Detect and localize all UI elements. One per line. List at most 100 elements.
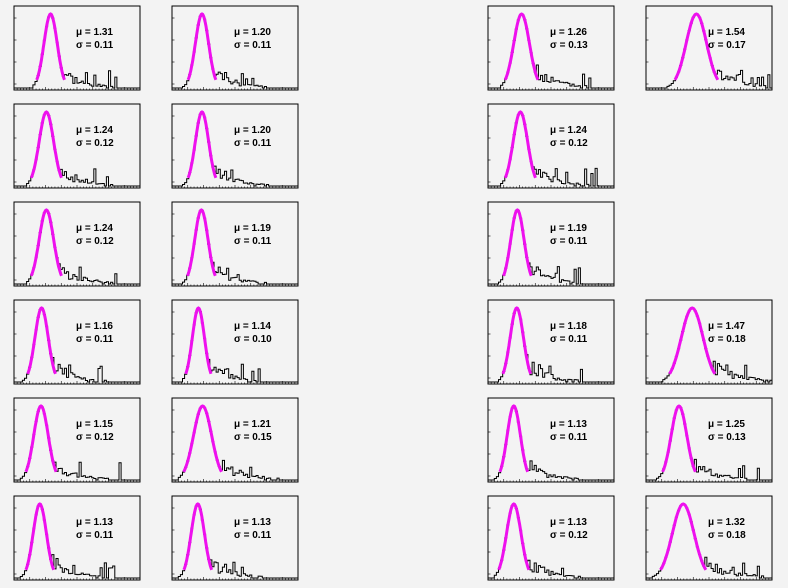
gaussian-fit-curve xyxy=(503,110,537,179)
sigma-label: σ = 0.11 xyxy=(550,236,588,247)
panel-frame xyxy=(171,103,299,189)
mu-label: μ = 1.24 xyxy=(550,125,587,136)
histogram-panel: μ = 1.15 σ = 0.12 xyxy=(13,397,141,483)
histogram-panel: μ = 1.19 σ = 0.11 xyxy=(487,201,615,287)
histogram-panel: μ = 1.47 σ = 0.18 xyxy=(645,299,773,385)
histogram-panel: μ = 1.31 σ = 0.11 xyxy=(13,5,141,91)
histogram-panel: μ = 1.13 σ = 0.12 xyxy=(487,495,615,581)
sigma-label: σ = 0.11 xyxy=(234,138,272,149)
panel-frame xyxy=(13,495,141,581)
panel-frame xyxy=(645,397,773,483)
gaussian-fit-curve xyxy=(673,12,720,81)
gaussian-fit-curve xyxy=(668,306,717,375)
panel-frame xyxy=(171,5,299,91)
gaussian-fit-curve xyxy=(24,404,58,473)
mu-label: μ = 1.20 xyxy=(234,27,271,38)
histogram-panel: μ = 1.21 σ = 0.15 xyxy=(171,397,299,483)
histogram-panel: μ = 1.13 σ = 0.11 xyxy=(171,495,299,581)
histogram-panel: μ = 1.54 σ = 0.17 xyxy=(645,5,773,91)
panel-frame xyxy=(13,5,141,91)
sigma-label: σ = 0.12 xyxy=(550,138,588,149)
histogram-panel: μ = 1.19 σ = 0.11 xyxy=(171,201,299,287)
histogram-panel: μ = 1.24 σ = 0.12 xyxy=(13,201,141,287)
sigma-label: σ = 0.12 xyxy=(76,432,114,443)
gaussian-fit-curve xyxy=(26,306,57,375)
mu-label: μ = 1.26 xyxy=(550,27,587,38)
histogram-panel: μ = 1.25 σ = 0.13 xyxy=(645,397,773,483)
gaussian-fit-curve xyxy=(498,404,530,473)
mu-label: μ = 1.13 xyxy=(76,517,113,528)
gaussian-fit-curve xyxy=(502,208,533,277)
panel-frame xyxy=(645,299,773,385)
histogram-panel: μ = 1.20 σ = 0.11 xyxy=(171,103,299,189)
sigma-label: σ = 0.15 xyxy=(234,432,272,443)
mu-label: μ = 1.25 xyxy=(708,419,745,430)
sigma-label: σ = 0.18 xyxy=(708,334,746,345)
gaussian-fit-curve xyxy=(503,12,540,81)
gaussian-fit-curve xyxy=(501,306,533,375)
mu-label: μ = 1.13 xyxy=(234,517,271,528)
gaussian-fit-curve xyxy=(29,208,63,277)
sigma-label: σ = 0.12 xyxy=(76,236,114,247)
histogram-panel: μ = 1.24 σ = 0.12 xyxy=(13,103,141,189)
sigma-label: σ = 0.11 xyxy=(234,530,272,541)
histogram-panel: μ = 1.18 σ = 0.11 xyxy=(487,299,615,385)
histogram-panel: μ = 1.16 σ = 0.11 xyxy=(13,299,141,385)
gaussian-fit-curve xyxy=(184,306,213,375)
sigma-label: σ = 0.11 xyxy=(76,530,114,541)
histogram-panel: μ = 1.14 σ = 0.10 xyxy=(171,299,299,385)
mu-label: μ = 1.14 xyxy=(234,321,271,332)
sigma-label: σ = 0.11 xyxy=(234,236,272,247)
sigma-label: σ = 0.12 xyxy=(76,138,114,149)
mu-label: μ = 1.19 xyxy=(550,223,587,234)
gaussian-fit-curve xyxy=(182,404,223,473)
mu-label: μ = 1.16 xyxy=(76,321,113,332)
sigma-label: σ = 0.18 xyxy=(708,530,746,541)
sigma-label: σ = 0.17 xyxy=(708,40,746,51)
histogram-panel: μ = 1.24 σ = 0.12 xyxy=(487,103,615,189)
sigma-label: σ = 0.10 xyxy=(234,334,272,345)
panel-frame xyxy=(487,495,615,581)
mu-label: μ = 1.13 xyxy=(550,419,587,430)
mu-label: μ = 1.24 xyxy=(76,223,113,234)
panel-frame xyxy=(13,201,141,287)
gaussian-fit-curve xyxy=(29,110,63,179)
histogram-panel: μ = 1.20 σ = 0.11 xyxy=(171,5,299,91)
gaussian-fit-curve xyxy=(661,404,697,473)
sigma-label: σ = 0.12 xyxy=(550,530,588,541)
gaussian-fit-curve xyxy=(186,110,218,179)
panel-frame xyxy=(487,397,615,483)
mu-label: μ = 1.13 xyxy=(550,517,587,528)
sigma-label: σ = 0.11 xyxy=(550,334,588,345)
mu-label: μ = 1.18 xyxy=(550,321,587,332)
histogram-panel: μ = 1.26 σ = 0.13 xyxy=(487,5,615,91)
mu-label: μ = 1.21 xyxy=(234,419,271,430)
panel-frame xyxy=(487,5,615,91)
gaussian-fit-curve xyxy=(35,12,66,81)
mu-label: μ = 1.20 xyxy=(234,125,271,136)
gaussian-fit-curve xyxy=(186,208,217,277)
gaussian-fit-curve xyxy=(186,12,218,81)
panel-frame xyxy=(13,103,141,189)
gaussian-fit-curve xyxy=(659,502,708,571)
mu-label: μ = 1.54 xyxy=(708,27,745,38)
sigma-label: σ = 0.11 xyxy=(76,334,114,345)
mu-label: μ = 1.24 xyxy=(76,125,113,136)
gaussian-fit-curve xyxy=(497,502,531,571)
sigma-label: σ = 0.13 xyxy=(708,432,746,443)
histogram-panel: μ = 1.13 σ = 0.11 xyxy=(13,495,141,581)
sigma-label: σ = 0.11 xyxy=(550,432,588,443)
mu-label: μ = 1.19 xyxy=(234,223,271,234)
mu-label: μ = 1.47 xyxy=(708,321,745,332)
sigma-label: σ = 0.11 xyxy=(234,40,272,51)
sigma-label: σ = 0.11 xyxy=(76,40,114,51)
histogram-panel: μ = 1.32 σ = 0.18 xyxy=(645,495,773,581)
histogram-panel: μ = 1.13 σ = 0.11 xyxy=(487,397,615,483)
mu-label: μ = 1.31 xyxy=(76,27,113,38)
mu-label: μ = 1.15 xyxy=(76,419,113,430)
gaussian-fit-curve xyxy=(24,502,56,571)
sigma-label: σ = 0.13 xyxy=(550,40,588,51)
mu-label: μ = 1.32 xyxy=(708,517,745,528)
gaussian-fit-curve xyxy=(182,502,214,571)
